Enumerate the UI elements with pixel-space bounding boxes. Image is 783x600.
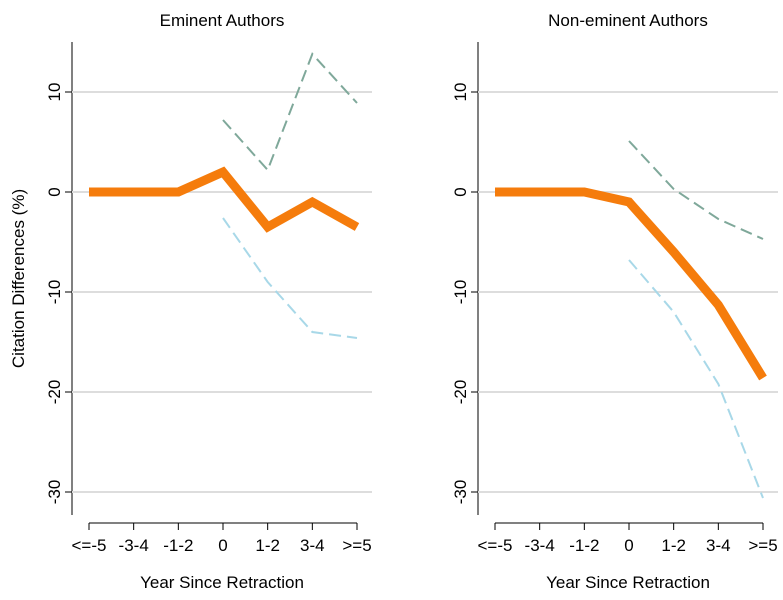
x-tick-label: 0	[624, 536, 633, 555]
data-line	[628, 140, 764, 240]
y-tick-label: -30	[451, 480, 470, 505]
y-tick-label: 10	[451, 83, 470, 102]
y-tick-label: 10	[45, 83, 64, 102]
y-tick-label: -20	[45, 380, 64, 405]
y-axis-label: Citation Differences (%)	[9, 189, 28, 368]
data-line	[222, 52, 358, 172]
x-tick-label: 1-2	[661, 536, 686, 555]
x-tick-label: -1-2	[163, 536, 193, 555]
x-tick-label: -1-2	[569, 536, 599, 555]
y-tick-label: 0	[451, 187, 470, 196]
y-tick-label: 0	[45, 187, 64, 196]
x-tick-label: >=5	[748, 536, 777, 555]
x-tick-label: 3-4	[300, 536, 325, 555]
data-line	[222, 217, 358, 339]
y-tick-label: -10	[451, 280, 470, 305]
x-tick-label: 1-2	[255, 536, 280, 555]
x-tick-label: 3-4	[706, 536, 731, 555]
y-tick-label: -30	[45, 480, 64, 505]
x-tick-label: <=-5	[478, 536, 513, 555]
data-line	[89, 166, 360, 233]
data-line	[495, 187, 767, 381]
x-axis-label: Year Since Retraction	[546, 573, 710, 592]
data-line	[628, 259, 764, 499]
x-tick-label: >=5	[342, 536, 371, 555]
x-tick-label: -3-4	[119, 536, 149, 555]
x-tick-label: <=-5	[72, 536, 107, 555]
x-tick-label: 0	[218, 536, 227, 555]
x-tick-label: -3-4	[525, 536, 555, 555]
chart-title: Non-eminent Authors	[548, 11, 708, 30]
chart-title: Eminent Authors	[160, 11, 285, 30]
y-tick-label: -10	[45, 280, 64, 305]
x-axis-label: Year Since Retraction	[140, 573, 304, 592]
y-tick-label: -20	[451, 380, 470, 405]
